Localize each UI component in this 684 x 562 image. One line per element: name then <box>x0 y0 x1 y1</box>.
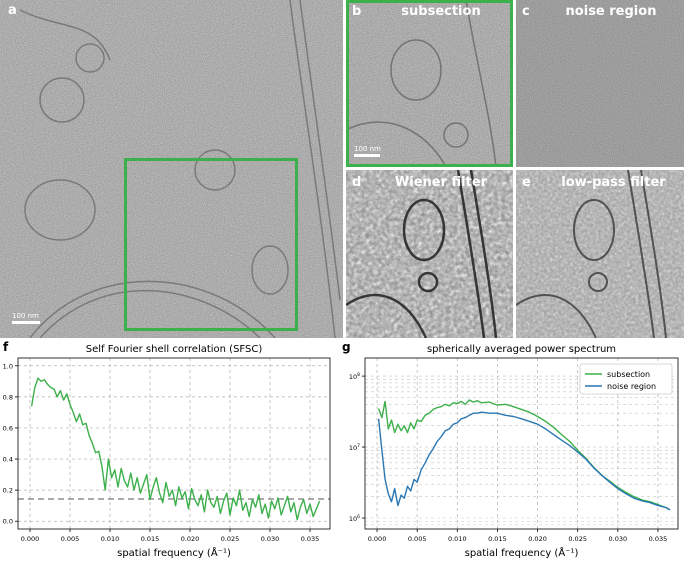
panel-label-g: g <box>342 340 351 354</box>
x-tick-label: 0.025 <box>568 535 587 543</box>
panel-label-c: c <box>522 4 530 19</box>
tomogram-panel-b: b subsection 100 nm <box>346 0 513 167</box>
power-spectrum-chart: spherically averaged power spectrum 0.000… <box>349 344 679 559</box>
y-tick-label: 107 <box>349 443 360 452</box>
plot-frame <box>17 357 331 530</box>
x-tick-label: 0.035 <box>649 535 668 543</box>
panel-title-c: noise region <box>565 4 657 19</box>
series-line-noise-region <box>377 411 671 511</box>
legend-label: subsection <box>607 370 650 379</box>
y-tick-label: 1.0 <box>3 362 13 370</box>
panel-label-a: a <box>8 3 17 18</box>
tomogram-panel-d: d Wiener filter <box>346 170 513 338</box>
x-tick-label: 0.005 <box>61 535 80 543</box>
x-tick-label: 0.030 <box>609 535 628 543</box>
x-tick-label: 0.015 <box>141 535 160 543</box>
tomogram-image-b <box>346 0 513 167</box>
tomogram-panel-a: a 100 nm <box>0 0 343 338</box>
tomogram-image-d <box>346 170 513 338</box>
x-tick-label: 0.020 <box>528 535 547 543</box>
x-tick-label: 0.030 <box>261 535 280 543</box>
panel-label-b: b <box>352 4 362 19</box>
y-tick-label: 0.0 <box>3 518 13 526</box>
y-tick-label: 0.4 <box>3 456 13 464</box>
scalebar-label-b: 100 nm <box>354 145 381 153</box>
panel-title-b: subsection <box>401 4 481 19</box>
x-axis-label: spatial frequency (Å⁻¹) <box>465 546 579 559</box>
tomogram-panel-c: c noise region <box>516 0 684 167</box>
tomogram-image-c <box>516 0 684 167</box>
x-tick-label: 0.005 <box>408 535 427 543</box>
panel-label-e: e <box>522 175 531 190</box>
x-tick-label: 0.010 <box>448 535 467 543</box>
tomogram-image-e <box>516 170 684 338</box>
scalebar-label-a: 100 nm <box>12 312 39 320</box>
scalebar-a <box>12 321 40 324</box>
x-tick-label: 0.015 <box>488 535 507 543</box>
panel-title-d: Wiener filter <box>394 175 488 190</box>
chart-title: spherically averaged power spectrum <box>427 344 616 355</box>
y-tick-label: 0.6 <box>3 424 13 432</box>
sfsc-chart: Self Fourier shell correlation (SFSC) 0.0… <box>3 344 331 559</box>
plot-frame <box>364 357 679 530</box>
panel-label-d: d <box>352 175 362 190</box>
y-tick-label: 106 <box>349 514 360 523</box>
x-tick-label: 0.020 <box>181 535 200 543</box>
series-line-0 <box>30 377 321 521</box>
y-tick-label: 0.2 <box>3 487 13 495</box>
tomogram-panel-e: e low-pass filter <box>516 170 684 338</box>
y-tick-label: 0.8 <box>3 393 13 401</box>
tomogram-image-a <box>0 0 343 338</box>
legend-box <box>579 363 673 395</box>
chart-title: Self Fourier shell correlation (SFSC) <box>86 344 263 355</box>
y-tick-label: 108 <box>349 372 360 381</box>
subsection-frame <box>346 0 513 167</box>
x-tick-label: 0.000 <box>368 535 387 543</box>
scalebar-b <box>354 154 380 157</box>
x-tick-label: 0.010 <box>101 535 120 543</box>
x-tick-label: 0.035 <box>301 535 320 543</box>
x-tick-label: 0.025 <box>221 535 240 543</box>
panel-label-f: f <box>3 340 9 354</box>
subsection-box <box>124 158 298 331</box>
panel-title-e: low-pass filter <box>561 175 666 190</box>
x-tick-label: 0.000 <box>21 535 40 543</box>
legend-label: noise region <box>607 382 656 391</box>
x-axis-label: spatial frequency (Å⁻¹) <box>117 546 231 559</box>
